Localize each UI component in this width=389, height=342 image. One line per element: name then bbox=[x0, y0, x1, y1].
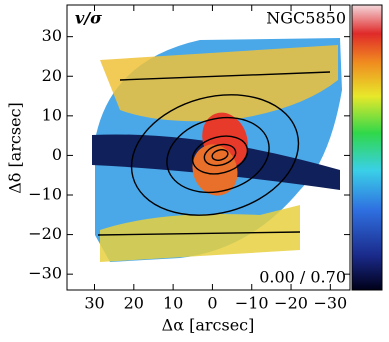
x-tick-label: 20 bbox=[124, 294, 144, 313]
x-tick-label: 10 bbox=[163, 294, 183, 313]
y-tick-label: 20 bbox=[42, 66, 62, 85]
y-tick-label: 0 bbox=[52, 145, 62, 164]
plot-frame bbox=[66, 4, 351, 291]
x-tick-label: −30 bbox=[313, 294, 347, 313]
map-title: v/σ bbox=[75, 9, 102, 28]
colorbar bbox=[351, 4, 383, 291]
x-axis-label: Δα [arcsec] bbox=[162, 316, 255, 335]
x-tick-label: −10 bbox=[235, 294, 269, 313]
y-tick-label: −20 bbox=[28, 224, 62, 243]
contours bbox=[97, 71, 331, 236]
x-tick-label: 30 bbox=[84, 294, 104, 313]
x-tick-label: 0 bbox=[207, 294, 217, 313]
velocity-map bbox=[92, 38, 342, 262]
y-tick-label: 10 bbox=[42, 105, 62, 124]
y-tick-label: 30 bbox=[42, 26, 62, 45]
y-tick-label: −30 bbox=[28, 264, 62, 283]
y-axis-label: Δδ [arcsec] bbox=[6, 102, 25, 194]
range-label: 0.00 / 0.70 bbox=[259, 268, 346, 287]
x-tick-label: −20 bbox=[274, 294, 308, 313]
y-tick-label: −10 bbox=[28, 185, 62, 204]
object-name: NGC5850 bbox=[266, 9, 346, 28]
map-region bbox=[100, 45, 338, 122]
